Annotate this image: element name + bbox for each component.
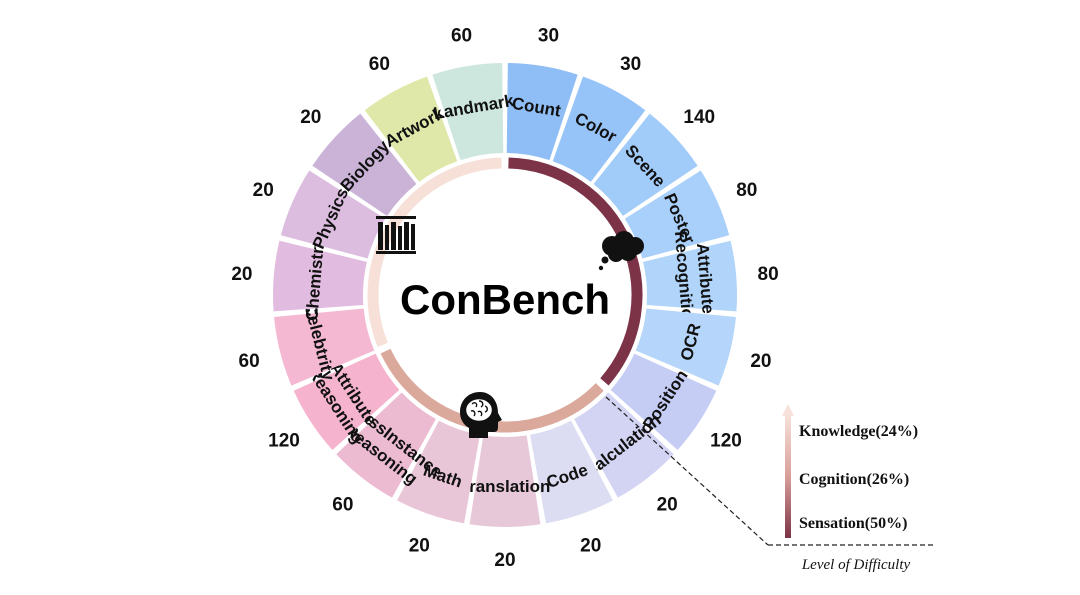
segment-attribute-reasoning bbox=[293, 353, 400, 451]
count-label-chemistry: 20 bbox=[231, 264, 252, 285]
legend-caption: Level of Difficulty bbox=[801, 557, 911, 573]
count-label-celebtrity: 60 bbox=[239, 351, 260, 372]
thought-cloud-icon bbox=[598, 231, 644, 271]
segment-landmark bbox=[432, 63, 504, 161]
legend-gradient-bar bbox=[785, 414, 791, 538]
segment-ocr bbox=[635, 308, 736, 386]
count-label-poster: 80 bbox=[736, 180, 757, 201]
count-label-count: 30 bbox=[538, 26, 559, 47]
count-label-ocr: 20 bbox=[750, 351, 771, 372]
legend-sensation: Sensation(50%) bbox=[799, 515, 907, 532]
segment-count bbox=[506, 63, 578, 161]
count-label-scene: 140 bbox=[683, 107, 715, 128]
segment-poster bbox=[624, 170, 730, 259]
segment-calculation bbox=[574, 392, 674, 498]
legend-cognition: Cognition(26%) bbox=[799, 471, 909, 488]
segment-biology bbox=[312, 113, 417, 216]
segment-crossinstance-reasoning bbox=[336, 392, 436, 498]
segment-code bbox=[530, 420, 613, 524]
segment-color bbox=[552, 76, 646, 182]
count-label-calculation: 20 bbox=[657, 494, 678, 515]
segment-chemistry bbox=[273, 240, 367, 312]
difficulty-legend: Knowledge(24%) Cognition(26%) Sensation(… bbox=[605, 396, 935, 573]
segment-translation bbox=[469, 435, 541, 527]
diagram-title: ConBench bbox=[400, 276, 610, 323]
segment-physics bbox=[280, 170, 386, 259]
segment-position bbox=[610, 353, 717, 451]
brain-head-icon bbox=[460, 392, 502, 438]
count-label-translation: 20 bbox=[494, 550, 515, 571]
segment-artwork bbox=[364, 76, 458, 182]
count-label-physics: 20 bbox=[253, 180, 274, 201]
bookshelf-icon bbox=[376, 216, 416, 254]
count-label-artwork: 60 bbox=[369, 54, 390, 75]
count-label-math: 20 bbox=[409, 536, 430, 557]
legend-arrow-head bbox=[782, 404, 794, 416]
count-label-attribute-recognition: 80 bbox=[758, 264, 779, 285]
count-label-crossinstance-reasoning: 60 bbox=[332, 494, 353, 515]
legend-knowledge: Knowledge(24%) bbox=[799, 423, 918, 440]
count-label-color: 30 bbox=[620, 54, 641, 75]
segment-attribute-recognition bbox=[643, 240, 737, 312]
segment-scene bbox=[593, 113, 698, 216]
category-label-translation: Translation bbox=[460, 477, 551, 496]
count-label-biology: 20 bbox=[300, 107, 321, 128]
count-label-code: 20 bbox=[580, 536, 601, 557]
segment-celebtrity bbox=[274, 308, 375, 386]
segment-math bbox=[397, 420, 480, 524]
count-label-position: 120 bbox=[710, 430, 742, 451]
count-label-attribute-reasoning: 120 bbox=[268, 430, 300, 451]
count-label-landmark: 60 bbox=[451, 26, 472, 47]
legend-connector bbox=[605, 396, 769, 546]
